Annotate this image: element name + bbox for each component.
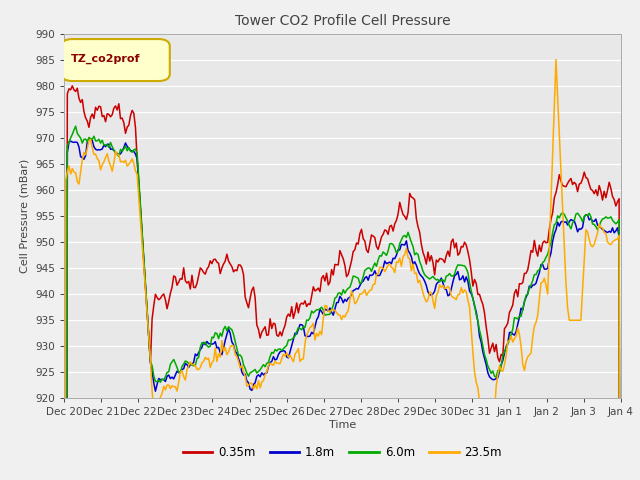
- Y-axis label: Cell Pressure (mBar): Cell Pressure (mBar): [20, 159, 29, 273]
- FancyBboxPatch shape: [61, 39, 170, 81]
- Text: TZ_co2prof: TZ_co2prof: [71, 54, 141, 64]
- Legend: 0.35m, 1.8m, 6.0m, 23.5m: 0.35m, 1.8m, 6.0m, 23.5m: [178, 441, 507, 464]
- Title: Tower CO2 Profile Cell Pressure: Tower CO2 Profile Cell Pressure: [235, 14, 450, 28]
- X-axis label: Time: Time: [329, 420, 356, 430]
